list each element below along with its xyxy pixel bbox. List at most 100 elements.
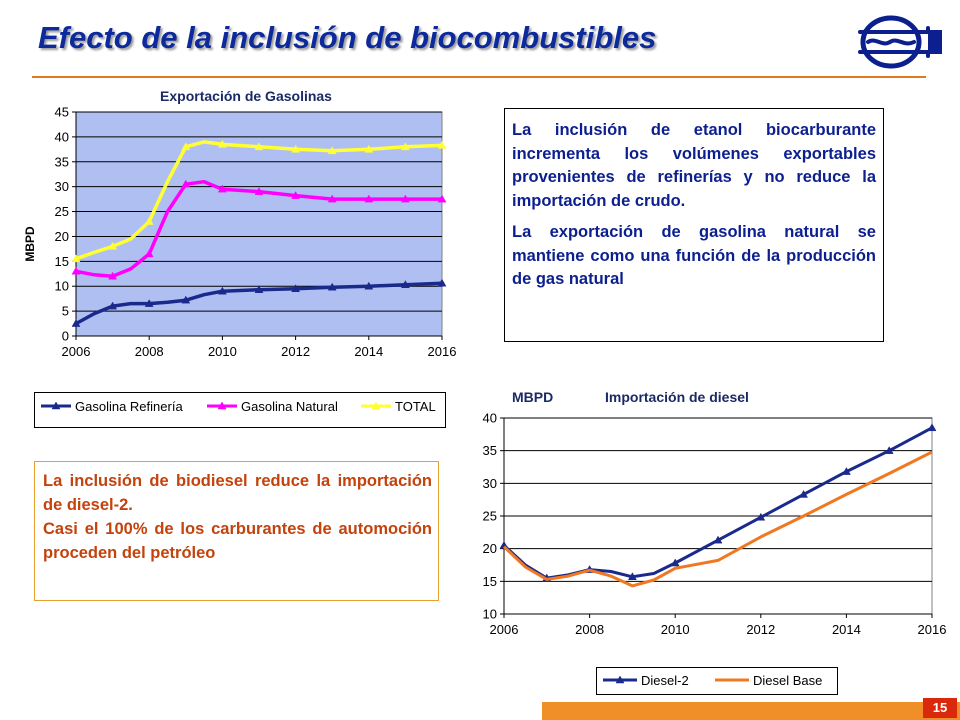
data-point [144,249,154,258]
data-point [108,301,118,310]
data-point [713,535,723,544]
series-line [75,281,443,326]
ethanol-note-paragraph-1: La inclusión de etanol biocarburante inc… [512,121,876,210]
data-point [884,446,894,454]
data-point [400,142,410,151]
y-axis-label: MBPD [23,226,37,262]
data-point [670,558,680,567]
data-point [841,467,851,475]
biodiesel-note-box: La inclusión de biodiesel reduce la impo… [34,461,439,601]
legend-item: Diesel-2 [603,673,689,688]
data-point [927,423,937,432]
data-point [181,295,191,304]
data-point [144,299,154,307]
data-point [400,280,410,288]
y-tick-label: 40 [55,129,69,144]
legend-marker [615,675,625,684]
data-point [400,194,410,203]
data-point [437,140,447,149]
legend-label: Diesel-2 [641,673,689,688]
series-line [75,179,442,279]
legend-label: TOTAL [395,399,436,414]
data-point [364,194,374,203]
data-point [291,284,301,292]
y-tick-label: 20 [483,541,497,556]
x-tick-label: 2008 [575,622,604,637]
legend-item: TOTAL [361,399,436,414]
legend-marker [51,401,61,410]
series-line [502,450,933,588]
series-total [71,139,447,263]
diesel-chart-legend: Diesel-2 Diesel Base [596,667,838,695]
data-point [71,254,81,263]
x-tick-label: 2014 [354,344,383,359]
legend-marker [371,401,381,410]
data-point [217,139,227,148]
x-tick-label: 2010 [208,344,237,359]
data-point [291,191,301,199]
x-tick-label: 2016 [428,344,457,359]
data-point [799,489,809,498]
gasoline-export-chart: Exportación de Gasolinas MBPD 0 5 10 15 20 25 30… [23,88,457,359]
x-tick-label: 2006 [490,622,519,637]
y-tick-label: 20 [55,229,69,244]
series-gasolina-refiner-a [71,278,447,327]
x-tick-label: 2008 [135,344,164,359]
data-point [181,142,191,151]
y-tick-label: 35 [483,443,497,458]
legend-item: Diesel Base [715,673,822,688]
data-point [364,144,374,153]
data-point [254,142,264,151]
data-point [217,184,227,193]
pipeline-logo-icon [858,15,942,69]
data-point [756,512,766,521]
y-tick-label: 25 [483,509,497,524]
y-tick-label: 10 [483,607,497,622]
series-diesel-base [502,450,933,588]
data-point [364,281,374,290]
chart-title: Exportación de Gasolinas [160,88,332,104]
page-title: Efecto de la inclusión de biocombustible… [38,20,657,55]
y-tick-label: 45 [55,105,69,120]
data-point [254,285,264,293]
data-point [254,187,264,195]
ethanol-note-box: La inclusión de etanol biocarburante inc… [504,108,884,342]
chart-title: Importación de diesel [605,389,749,405]
x-tick-label: 2010 [661,622,690,637]
legend-item: Gasolina Natural [207,399,338,414]
data-point [108,271,118,280]
y-tick-label: 30 [55,179,69,194]
x-tick-label: 2014 [832,622,861,637]
y-tick-label: 0 [62,329,69,344]
legend-label: Gasolina Natural [241,399,338,414]
y-tick-label: 30 [483,476,497,491]
data-point [71,319,81,327]
data-point [327,282,337,291]
y-tick-label: 15 [55,254,69,269]
data-point [327,194,337,203]
footer-bar [542,702,960,720]
data-point [327,146,337,155]
data-point [437,278,447,287]
series-line [75,140,443,261]
data-point [627,572,637,581]
y-tick-label: 25 [55,204,69,219]
diesel-import-chart: MBPD Importación de diesel 10 15 20 25 30 35 40 2… [483,389,946,637]
legend-item: Gasolina Refinería [41,399,183,414]
x-tick-label: 2012 [281,344,310,359]
series-gasolina-natural [71,179,447,280]
data-point [437,194,447,203]
data-point [144,217,154,225]
y-axis-label: MBPD [512,389,553,405]
biodiesel-note-paragraph-1: La inclusión de biodiesel reduce la impo… [43,472,432,514]
biodiesel-note-paragraph-2: Casi el 100% de los carburantes de autom… [43,520,432,562]
gasoline-chart-legend: Gasolina Refinería Gasolina Natural TOTAL [34,392,446,428]
legend-label: Diesel Base [753,673,822,688]
x-tick-label: 2006 [62,344,91,359]
data-point [71,266,81,275]
y-tick-label: 15 [483,574,497,589]
y-tick-label: 5 [62,304,69,319]
legend-label: Gasolina Refinería [75,399,183,414]
data-point [181,179,191,188]
data-point [217,286,227,295]
